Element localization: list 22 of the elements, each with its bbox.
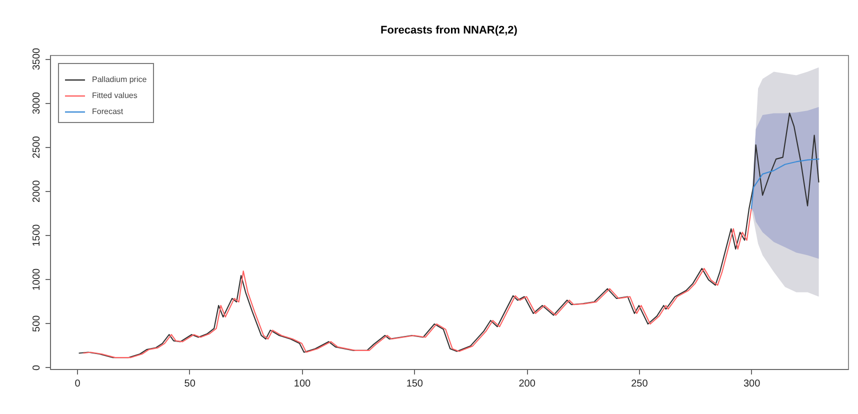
chart-title: Forecasts from NNAR(2,2) (380, 24, 518, 36)
x-tick-label: 150 (406, 378, 424, 390)
x-tick-label: 100 (294, 378, 312, 390)
y-tick-label: 500 (32, 314, 42, 332)
x-tick-label: 300 (743, 378, 761, 390)
y-tick-label: 3500 (32, 47, 42, 70)
y-tick-label: 3000 (32, 92, 42, 114)
y-tick-label: 2000 (32, 180, 42, 202)
y-tick-label: 1000 (32, 268, 42, 291)
legend-label: Palladium price (92, 75, 148, 84)
x-tick-label: 250 (631, 378, 648, 390)
x-tick-label: 50 (184, 378, 196, 390)
x-tick-label: 0 (74, 378, 81, 390)
line-series (78, 112, 820, 358)
legend-label: Forecast (92, 107, 124, 116)
y-tick-label: 1500 (32, 224, 42, 247)
y-tick-label: 2500 (32, 136, 42, 158)
line-series (750, 158, 820, 210)
y-tick-label: 0 (32, 364, 42, 371)
line-series (83, 208, 752, 358)
legend-label: Fitted values (92, 91, 138, 100)
x-tick-label: 200 (518, 378, 536, 390)
